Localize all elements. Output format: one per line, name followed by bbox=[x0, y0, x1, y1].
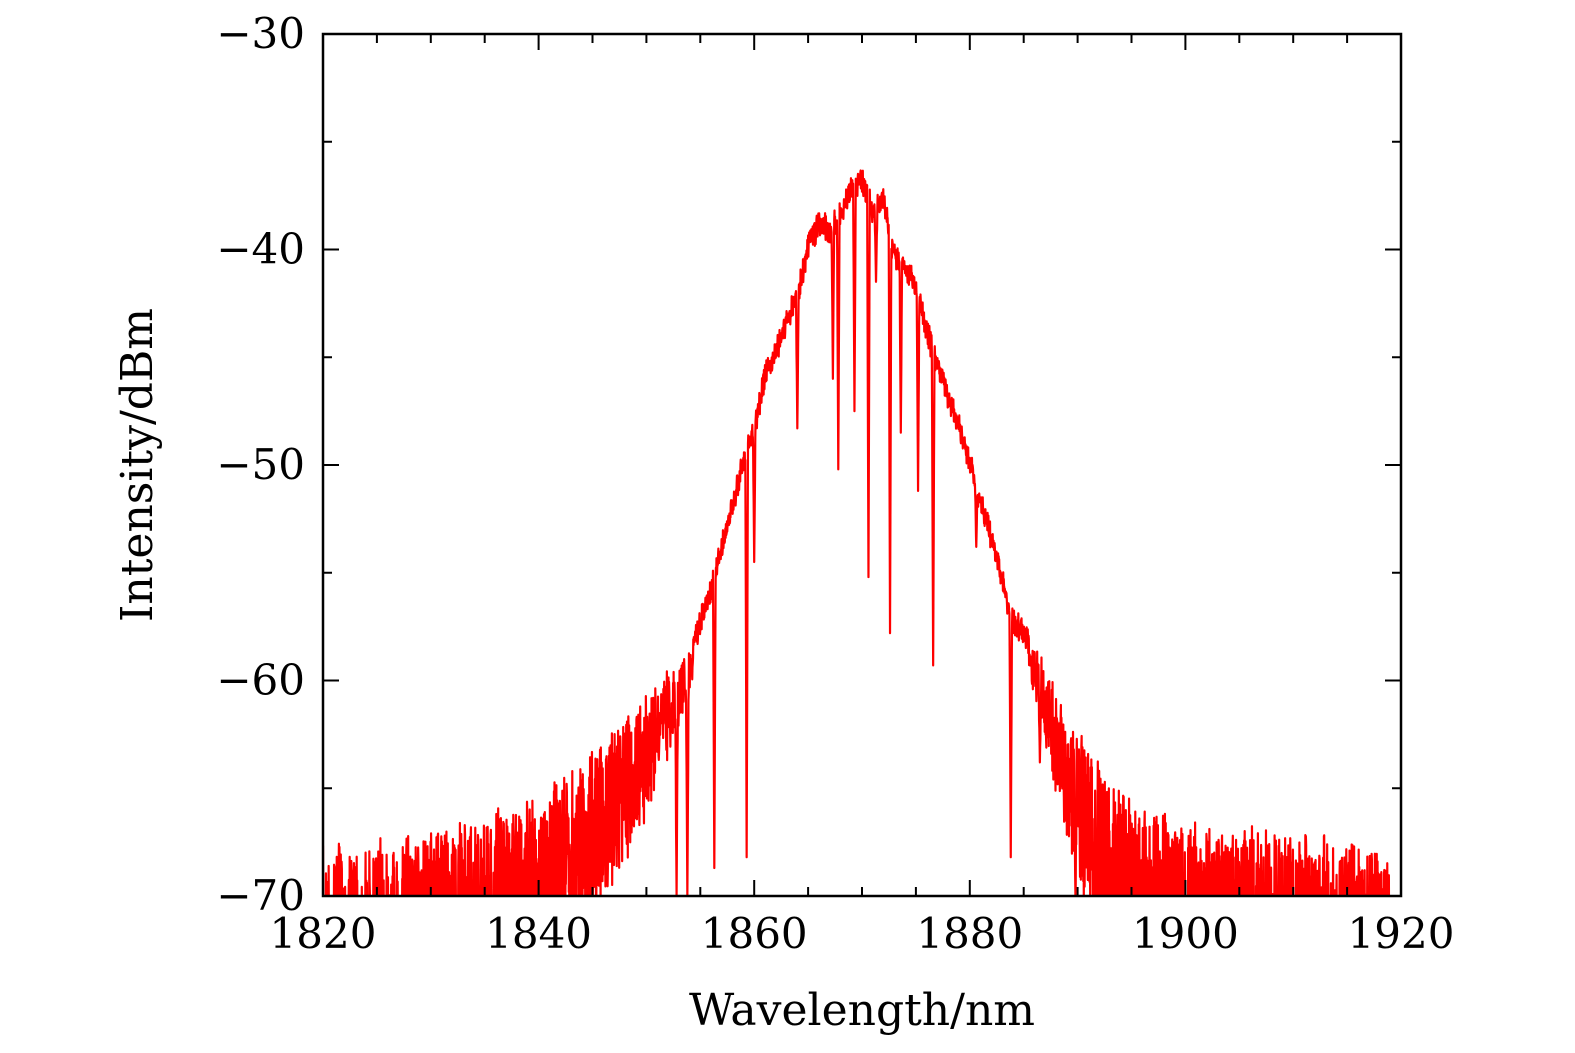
x-tick-label: 1900 bbox=[1132, 909, 1239, 958]
plot-frame bbox=[321, 32, 1403, 898]
y-tick-label: −30 bbox=[216, 9, 305, 58]
series-layer bbox=[323, 169, 1391, 896]
y-tick-label: −60 bbox=[216, 656, 305, 705]
spectrum-line bbox=[323, 169, 1391, 896]
x-tick-label: 1920 bbox=[1348, 909, 1455, 958]
x-tick-label: 1840 bbox=[485, 909, 592, 958]
labels-layer: 1820 1840 1860 1880 1900 1920 −70 −60 −50 −40 −30 bbox=[216, 9, 1454, 958]
y-tick-label: −70 bbox=[216, 871, 305, 920]
x-axis-title: Wavelength/nm bbox=[689, 985, 1035, 1036]
y-tick-label: −50 bbox=[216, 440, 305, 489]
ticks-layer bbox=[322, 33, 1402, 897]
x-tick-label: 1820 bbox=[270, 909, 377, 958]
x-tick-label: 1860 bbox=[701, 909, 808, 958]
y-tick-label: −40 bbox=[216, 225, 305, 274]
x-tick-label: 1880 bbox=[916, 909, 1023, 958]
y-axis-title: Intensity/dBm bbox=[112, 308, 163, 622]
